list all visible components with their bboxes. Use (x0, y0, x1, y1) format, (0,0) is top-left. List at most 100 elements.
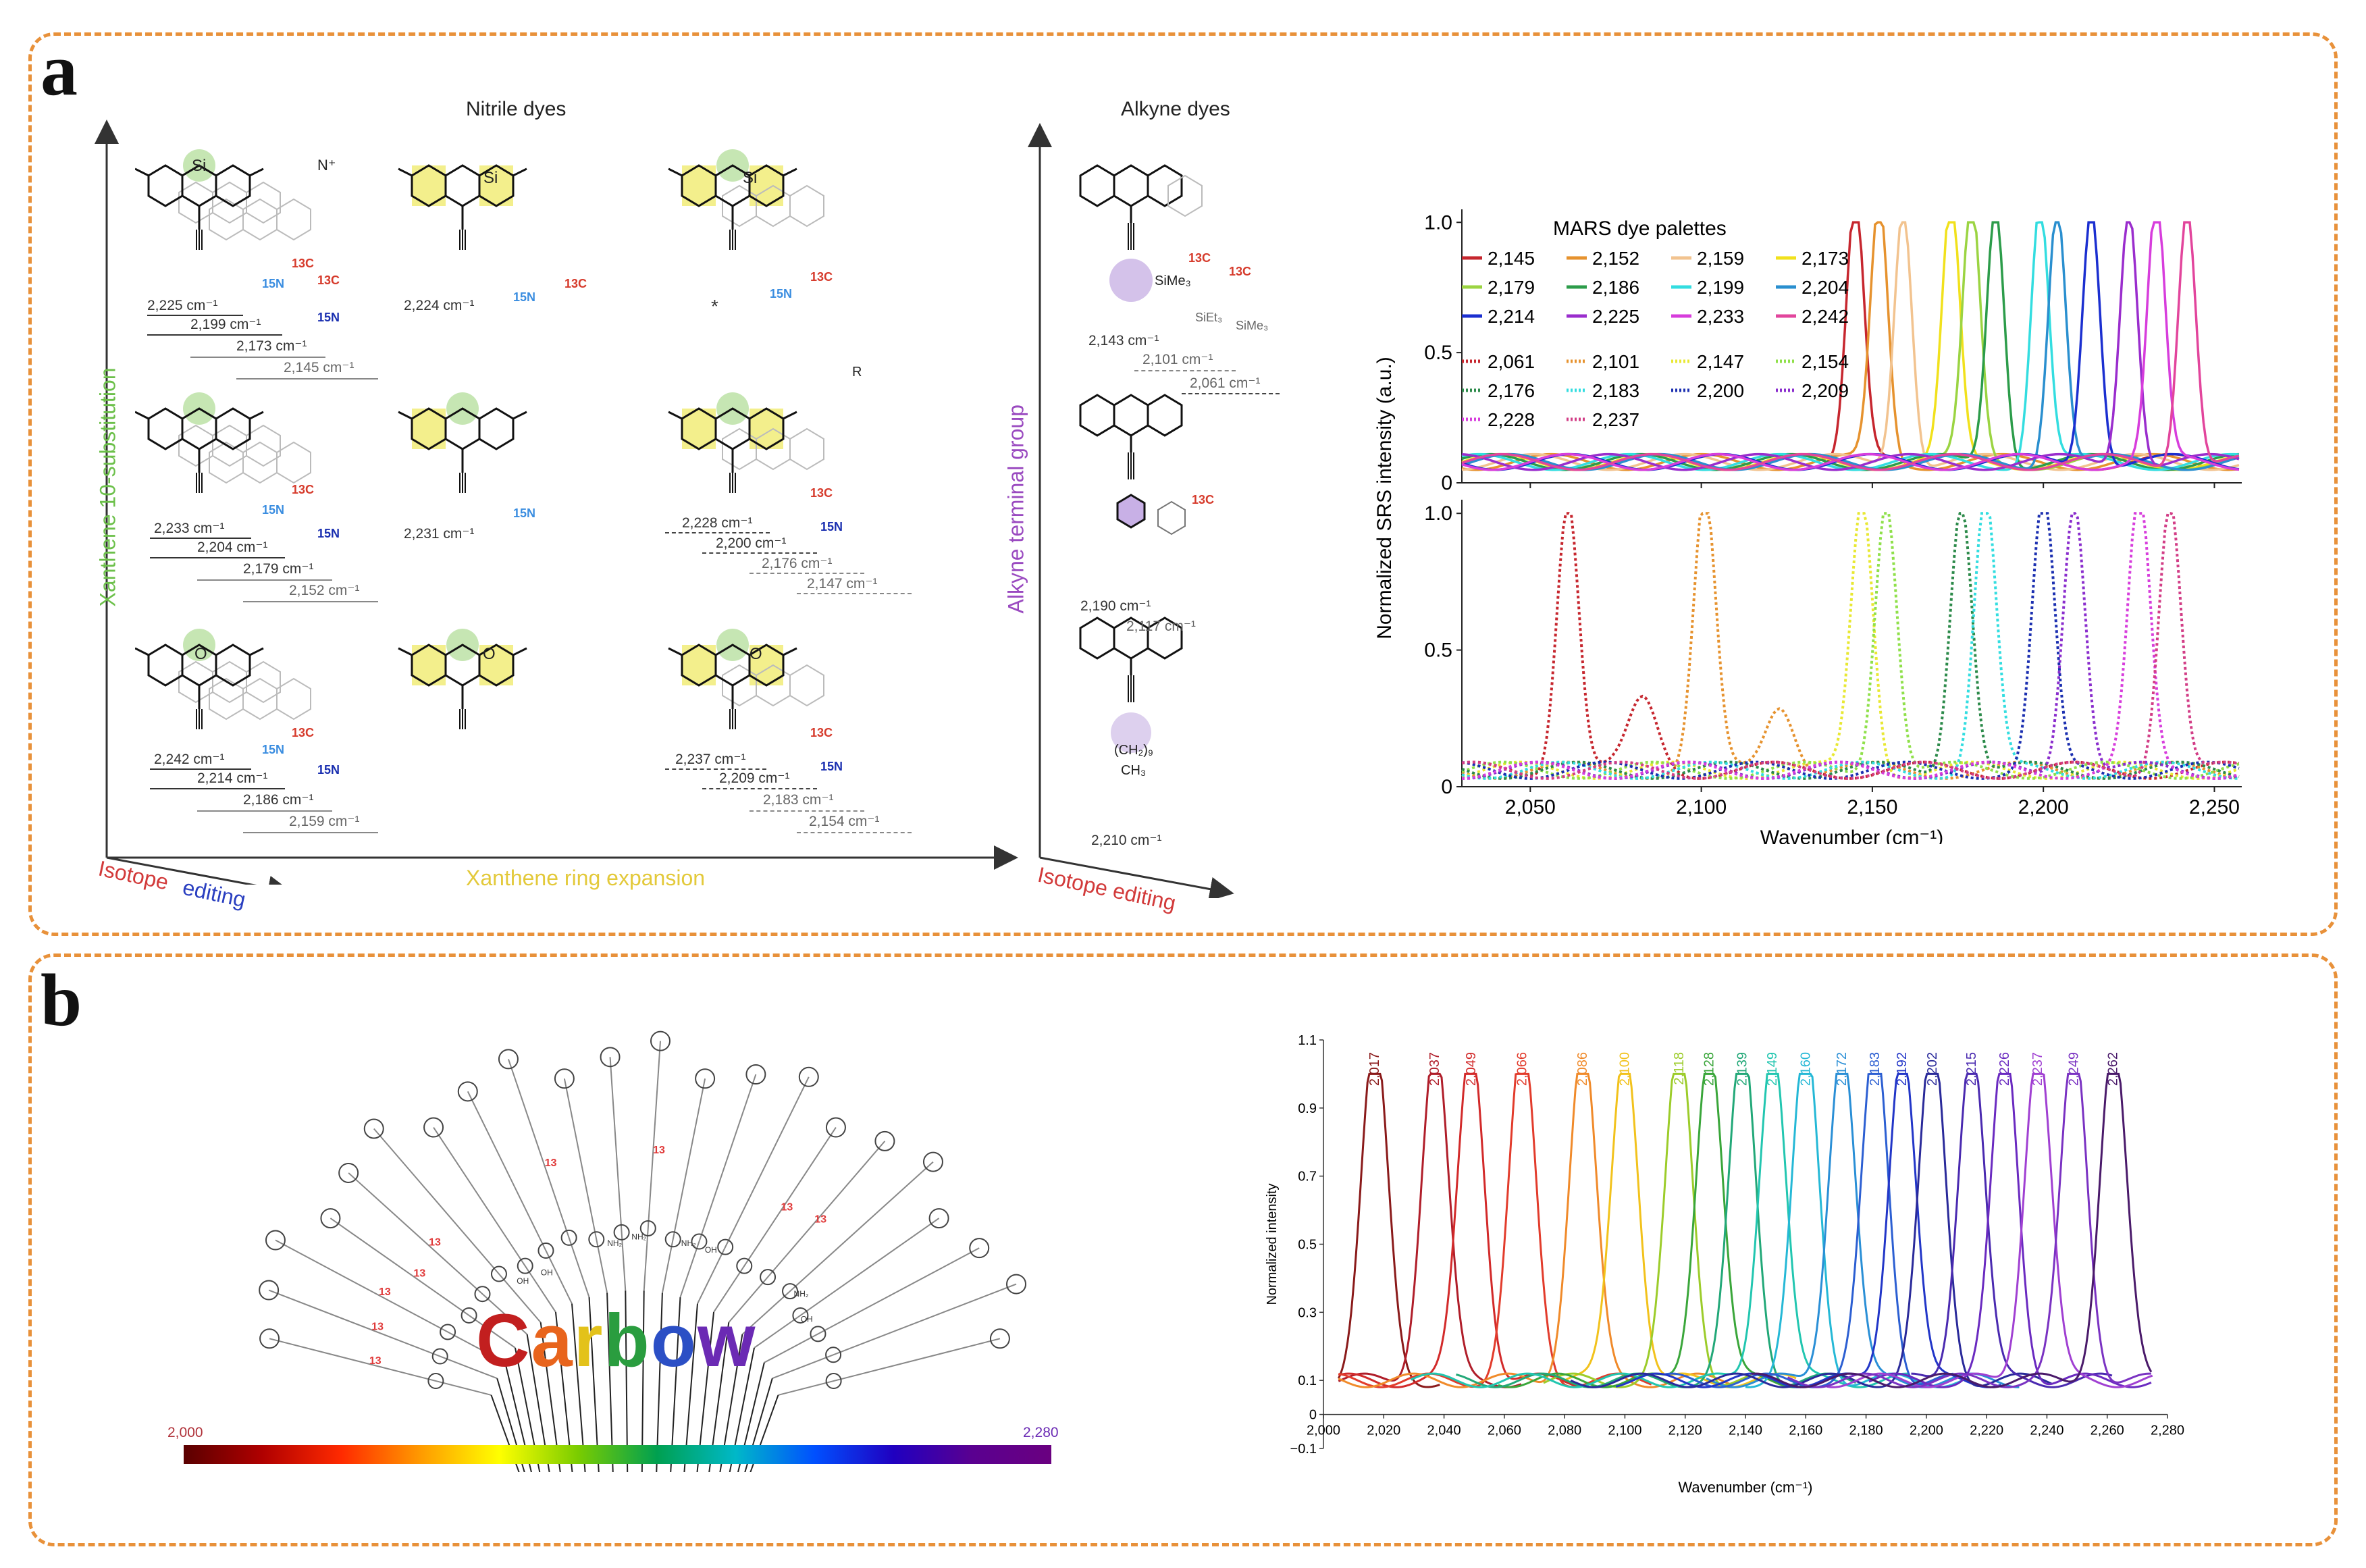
wn-r2c3-1-line (702, 552, 817, 554)
fan-ring (760, 1269, 777, 1286)
fan-phenyl-ring (320, 1208, 341, 1229)
carbow-x-tick-label: 2,020 (1367, 1423, 1400, 1438)
fan-chain (433, 1126, 556, 1313)
wn-r3c1-1: 2,214 cm⁻¹ (197, 770, 268, 786)
carbow-x-tick-label: 2,180 (1849, 1423, 1883, 1438)
fan-chain (697, 1076, 810, 1305)
iso-15n-r2c3: 15N (820, 520, 843, 533)
mars-legend-label: 2,152 (1592, 248, 1639, 269)
mars-legend-label-dashed: 2,101 (1592, 351, 1639, 372)
carbow-peak-label: 2,139 (1735, 1052, 1750, 1086)
alkyne-group-ch3: CH₃ (1121, 763, 1147, 778)
fan-chain (754, 1218, 940, 1349)
carbow-peak-label: 2,183 (1868, 1052, 1883, 1086)
fan-chain (467, 1091, 573, 1305)
mars-chart: 0 0.5 1.0 0 0.5 1.0 2,050 2,100 2,150 2,200 2,250 N… (1373, 209, 2242, 844)
fan-chain (772, 1283, 1017, 1380)
mars-bottom-series-2154 (1461, 512, 2240, 780)
alkyne-r3-main: 2,210 cm⁻¹ (1091, 833, 1162, 848)
carbow-peak-2215 (1911, 1072, 2113, 1388)
alkyne-r2-main: 2,190 cm⁻¹ (1080, 598, 1151, 614)
wn-r1c1-2: 2,173 cm⁻¹ (236, 338, 307, 354)
alkyne-structures (1079, 164, 1203, 753)
carbow-peak-label: 2,249 (2067, 1052, 2082, 1086)
mars-top-series-2242 (1461, 221, 2240, 471)
fan-chain (741, 1161, 934, 1335)
mars-bottom-series-2061 (1461, 512, 2240, 780)
wn-r2c1-2: 2,179 cm⁻¹ (243, 561, 314, 577)
fan-ring (427, 1373, 444, 1390)
carbow-peak-label: 2,160 (1798, 1052, 1813, 1086)
fan-phenyl-ring (423, 1117, 444, 1138)
carbow-peak-2237 (1826, 1072, 2153, 1388)
fan-leader (750, 1394, 779, 1472)
carbow-x-tick-label: 2,220 (1970, 1423, 2003, 1438)
carbow-y-tick-label: 0.9 (1298, 1101, 1317, 1116)
mars-legend-label: 2,214 (1488, 306, 1535, 327)
alkyne-axes (1028, 123, 1234, 898)
carbow-x-tick-label: 2,280 (2151, 1423, 2184, 1438)
wn-r2c3-0-line (665, 532, 770, 533)
wn-r1c1-1: 2,199 cm⁻¹ (190, 317, 261, 332)
fan-chain (609, 1057, 627, 1291)
fan-phenyl-ring (259, 1328, 280, 1349)
atom-si-r1c2: Si (483, 169, 498, 187)
mars-legend-label: 2,204 (1802, 277, 1849, 298)
mars-x-tick-label: 2,250 (2189, 796, 2240, 818)
panel-b-frame (28, 953, 2338, 1546)
alkyne-c13-a: 13C (1188, 251, 1211, 265)
fan-phenyl-ring (989, 1328, 1010, 1349)
carbow-peak-label: 2,237 (2030, 1052, 2045, 1086)
mars-legend-label-dashed: 2,154 (1802, 351, 1849, 372)
fan-chain (563, 1078, 608, 1293)
carbow-letter-w: w (697, 1299, 757, 1382)
wn-r3c1-2: 2,186 cm⁻¹ (243, 792, 314, 808)
wn-r2c3-2-line (750, 573, 864, 574)
carbow-peak-2249 (1787, 1072, 2151, 1388)
alkyne-r1-iso1: 2,061 cm⁻¹ (1190, 375, 1261, 391)
mars-legend-label: 2,173 (1802, 248, 1849, 269)
atom-o-r3c1: O (194, 645, 207, 663)
asterisk: * (711, 296, 718, 317)
carbow-peak-label: 2,066 (1515, 1052, 1530, 1086)
mars-x-tick-label: 2,150 (1847, 796, 1897, 818)
fan-ring (588, 1231, 605, 1248)
wn-r3c1-0: 2,242 cm⁻¹ (154, 752, 225, 767)
atom-si-r1: Si (192, 157, 207, 175)
fan-chain (330, 1218, 516, 1349)
carbow-peak-label: 2,149 (1765, 1052, 1780, 1086)
colorbar-min: 2,000 (167, 1425, 203, 1440)
mars-y-label: Normalized SRS intensity (a.u.) (1373, 357, 1396, 639)
mars-bottom-series-2101 (1461, 512, 2240, 780)
fan-oh-label: OH (517, 1276, 529, 1286)
wn-r1c1-0-line (147, 315, 243, 316)
alkyne-c13-c: 13C (1192, 493, 1215, 506)
wn-r1c1-3-line (236, 378, 378, 380)
wn-r3c3-2-line (750, 810, 864, 812)
wn-r1c1-2-line (190, 357, 325, 358)
panel-b-label: b (41, 959, 82, 1041)
alkyne-group-ch2: (CH₂)₉ (1114, 743, 1153, 758)
mars-legend-label: 2,186 (1592, 277, 1639, 298)
mars-bottom-series-2209 (1461, 512, 2240, 780)
fan-ring (440, 1324, 456, 1340)
carbow-peak-2262 (1751, 1072, 2153, 1388)
fan-phenyl-ring (457, 1081, 478, 1102)
carbow-x-tick-label: 2,200 (1910, 1423, 1943, 1438)
nitrile-y-axis-label: Xanthene 10-substitution (95, 367, 120, 607)
carbow-x-tick-label: 2,240 (2030, 1423, 2063, 1438)
fan-ring (517, 1257, 533, 1274)
wn-r3c3-0: 2,237 cm⁻¹ (675, 752, 746, 767)
carbow-y-tick-label: 0.3 (1298, 1305, 1317, 1320)
fan-iso13-label: 13 (371, 1321, 384, 1332)
mars-bottom-series-2237 (1461, 512, 2240, 780)
wn-r3c3-1: 2,209 cm⁻¹ (719, 770, 790, 786)
wn-r2c1-1-line (150, 557, 285, 558)
mars-legend-label: 2,159 (1697, 248, 1744, 269)
wn-r3c3-1-line (702, 788, 817, 789)
fan-ring (792, 1307, 809, 1324)
carbow-chart: −0.1 0 0.1 0.3 0.5 0.7 0.9 1.1 2,000 2,020 2,040 2,… (1265, 1033, 2184, 1496)
mars-bottom-series-2176 (1461, 512, 2240, 780)
mars-legend-label-dashed: 2,061 (1488, 351, 1535, 372)
wn-r2c3-0: 2,228 cm⁻¹ (682, 515, 753, 531)
